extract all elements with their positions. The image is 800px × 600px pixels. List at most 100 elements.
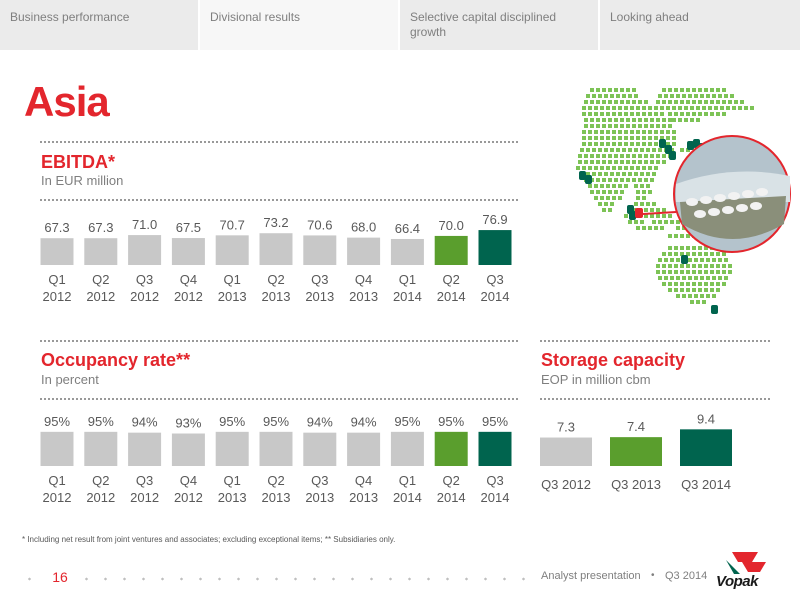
map-dot (666, 136, 670, 140)
map-dot (620, 88, 624, 92)
map-dot (626, 154, 630, 158)
category-label: Q3 (136, 473, 153, 488)
category-label: 2014 (481, 490, 510, 505)
category-label: Q3 (486, 272, 503, 287)
map-dot (646, 172, 650, 176)
map-dot (700, 276, 704, 280)
map-dot (650, 208, 654, 212)
map-dot (692, 282, 696, 286)
map-dot (680, 148, 684, 152)
category-label: 2014 (481, 289, 510, 304)
map-dot (668, 252, 672, 256)
map-dot (594, 136, 598, 140)
map-dot (680, 282, 684, 286)
map-dot (672, 118, 676, 122)
map-dot (614, 100, 618, 104)
map-dot (624, 142, 628, 146)
map-dot (650, 124, 654, 128)
map-dot (606, 136, 610, 140)
map-dot (642, 136, 646, 140)
map-dot (630, 136, 634, 140)
map-dot (692, 88, 696, 92)
map-dot (640, 202, 644, 206)
map-dot (630, 166, 634, 170)
map-dot (648, 142, 652, 146)
map-dot (600, 142, 604, 146)
map-dot (694, 94, 698, 98)
map-dot (664, 276, 668, 280)
map-dot (686, 112, 690, 116)
map-dot (708, 106, 712, 110)
map-dot (674, 234, 678, 238)
map-dot (730, 94, 734, 98)
storage-tank-icon (669, 151, 676, 160)
map-dot (612, 166, 616, 170)
map-dot (606, 112, 610, 116)
map-dot (614, 160, 618, 164)
map-dot (712, 94, 716, 98)
map-dot (590, 190, 594, 194)
tab-divisional-results[interactable]: Divisional results (200, 0, 400, 50)
bar (610, 437, 662, 466)
category-label: 2014 (437, 289, 466, 304)
category-label: 2013 (305, 289, 334, 304)
map-dot (676, 258, 680, 262)
asia-pacific-map (576, 88, 791, 314)
map-dot (686, 288, 690, 292)
map-dot (676, 226, 680, 230)
map-dot (686, 252, 690, 256)
map-dot (678, 118, 682, 122)
map-dot (608, 160, 612, 164)
tab-looking-ahead[interactable]: Looking ahead (600, 0, 800, 50)
map-dot (722, 88, 726, 92)
map-dot (656, 124, 660, 128)
data-label: 70.6 (307, 217, 332, 232)
map-dot (648, 190, 652, 194)
map-dot (722, 100, 726, 104)
map-dot (662, 282, 666, 286)
map-dot (636, 196, 640, 200)
map-dot (602, 178, 606, 182)
map-dot (684, 118, 688, 122)
map-dot (638, 160, 642, 164)
map-dot (674, 264, 678, 268)
map-dot (604, 202, 608, 206)
map-dot (680, 264, 684, 268)
divider (40, 398, 518, 400)
data-label: 67.3 (88, 220, 113, 235)
map-dot (582, 142, 586, 146)
data-label: 9.4 (697, 411, 715, 426)
map-dot (576, 166, 580, 170)
bar (215, 235, 249, 265)
category-label: Q3 2014 (681, 477, 731, 492)
map-dot (688, 294, 692, 298)
map-dot (710, 282, 714, 286)
category-label: Q4 (180, 473, 197, 488)
data-label: 70.7 (220, 217, 245, 232)
map-dot (604, 172, 608, 176)
map-dot (678, 106, 682, 110)
map-dot (722, 282, 726, 286)
map-dot (584, 124, 588, 128)
map-dot (654, 106, 658, 110)
category-label: 2012 (43, 490, 72, 505)
map-dot (642, 106, 646, 110)
tab-business-performance[interactable]: Business performance (0, 0, 200, 50)
tab-selective-capital[interactable]: Selective capital disciplined growth (400, 0, 600, 50)
map-dot (686, 234, 690, 238)
data-label: 76.9 (482, 212, 507, 227)
map-dot (638, 100, 642, 104)
map-dot (608, 100, 612, 104)
map-dot (636, 106, 640, 110)
category-label: Q4 (355, 473, 372, 488)
map-dot (604, 148, 608, 152)
map-dot (668, 288, 672, 292)
storage-tank-icon (659, 139, 666, 148)
map-dot (644, 178, 648, 182)
map-dot (590, 100, 594, 104)
photo-tank (728, 192, 740, 200)
map-dot (698, 252, 702, 256)
map-dot (656, 264, 660, 268)
map-dot (658, 148, 662, 152)
divider (40, 340, 518, 342)
